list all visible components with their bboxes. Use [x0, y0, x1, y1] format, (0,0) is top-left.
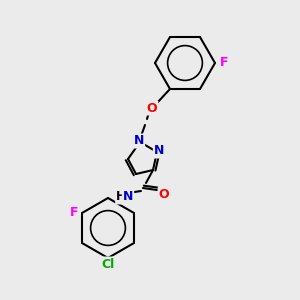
Text: O: O — [159, 188, 169, 200]
Text: N: N — [154, 145, 164, 158]
Text: F: F — [220, 56, 228, 70]
Text: Cl: Cl — [101, 257, 115, 271]
Text: H: H — [116, 190, 126, 203]
Text: O: O — [147, 101, 157, 115]
Text: N: N — [123, 190, 133, 203]
Text: F: F — [70, 206, 78, 220]
Text: N: N — [134, 134, 144, 148]
